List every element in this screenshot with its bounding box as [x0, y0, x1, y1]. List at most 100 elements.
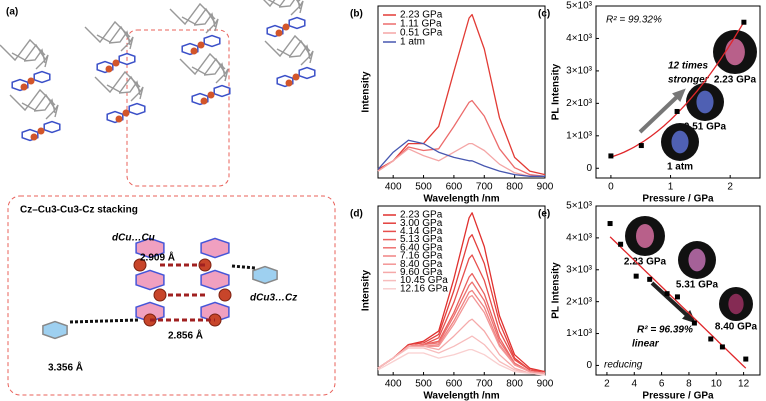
data-point [618, 241, 624, 247]
x-tick-label: 700 [476, 379, 493, 390]
x-tick-label: 500 [415, 182, 432, 193]
data-point [674, 108, 680, 114]
y-axis-label: Intensity [361, 71, 372, 113]
y-axis-label: Intensity [361, 270, 372, 312]
x-tick-label: 600 [446, 182, 463, 193]
data-point [638, 143, 644, 149]
ring [298, 66, 316, 80]
legend-label: 10.45 GPa [400, 275, 448, 286]
data-point [608, 153, 614, 159]
pl-glow [636, 224, 654, 248]
legend-label: 2.23 GPa [400, 10, 443, 21]
data-point [741, 19, 747, 25]
x-tick-label: 400 [385, 379, 402, 390]
chain [300, 50, 314, 66]
y-tick-label: 2×10³ [566, 98, 593, 109]
distance-label: 2.856 Å [168, 329, 203, 342]
ring [118, 52, 136, 66]
photo-label: 2.23 GPa [624, 257, 667, 268]
x-tick-label: 6 [659, 379, 665, 390]
chain [23, 48, 46, 64]
x-tick-label: 400 [385, 182, 402, 193]
cu-atom [275, 29, 283, 37]
cu-atom [30, 133, 38, 141]
chain [108, 30, 131, 46]
legend-label: 9.60 GPa [400, 267, 443, 278]
cu-atom [115, 115, 123, 123]
cu-atom [282, 23, 290, 31]
x-tick-label: 2 [727, 182, 733, 193]
cu-atom [112, 59, 120, 67]
chain [130, 86, 144, 102]
ring [288, 16, 306, 30]
contact [69, 318, 139, 324]
chain [0, 38, 46, 62]
cu-atom [122, 109, 130, 117]
cu-atom [153, 288, 167, 302]
y-tick-label: 5×10³ [566, 201, 593, 212]
ring [200, 237, 230, 259]
x-tick-label: 12 [738, 379, 750, 390]
chain [290, 0, 304, 16]
annotation: stronger [668, 75, 710, 86]
highlight-box [126, 29, 230, 187]
distance-label: dCu3…Cz [250, 293, 297, 304]
spectrum-line [377, 289, 546, 374]
y-tick-label: 1×10³ [566, 328, 593, 339]
ring [128, 102, 146, 116]
spectrum-line [377, 348, 546, 376]
cu-atom [133, 258, 147, 272]
chain [179, 52, 226, 76]
legend-label: 1.11 GPa [400, 19, 442, 30]
spectrum-line [377, 318, 545, 374]
legend-label: 4.14 GPa [400, 226, 443, 237]
ring [135, 237, 165, 259]
x-tick-label: 900 [537, 379, 554, 390]
x-axis-label: Wavelength /nm [423, 194, 499, 205]
x-tick-label: 800 [506, 182, 523, 193]
x-tick-label: 4 [631, 379, 637, 390]
chain [94, 70, 141, 94]
pl-glow [725, 38, 745, 66]
x-axis-label: Pressure / GPa [642, 194, 714, 205]
x-axis-label: Wavelength /nm [423, 391, 499, 401]
cu-atom [27, 77, 35, 85]
chain [193, 12, 216, 28]
x-tick-label: 600 [446, 379, 463, 390]
x-tick-label: 800 [506, 379, 523, 390]
chain [215, 68, 229, 84]
cu-atom [20, 83, 28, 91]
trend-arrow [638, 92, 682, 134]
chain [169, 2, 216, 26]
y-tick-label: 2×10³ [566, 296, 593, 307]
plot-frame [377, 205, 546, 376]
spectrum-line [377, 335, 546, 376]
pl-glow [696, 90, 714, 114]
data-point [647, 276, 653, 282]
ring [252, 265, 278, 285]
plot-frame [595, 5, 761, 179]
spectrum-line [377, 234, 546, 373]
chain [203, 62, 226, 78]
plot-frame [595, 205, 761, 376]
ring [200, 269, 230, 291]
trend-arrow [650, 281, 692, 320]
legend-label: 8.40 GPa [400, 259, 443, 270]
cu-atom [190, 47, 198, 55]
distance-label: dCu…Cu [112, 233, 155, 244]
y-tick-label: 3×10³ [566, 66, 593, 77]
pl-glow [728, 293, 744, 315]
legend-label: 7.16 GPa [400, 251, 443, 262]
y-tick-label: 0 [586, 360, 592, 371]
y-tick-label: 1×10³ [566, 130, 593, 141]
distance-label: 2.909 Å [140, 251, 175, 264]
data-point [607, 221, 613, 227]
cu-atom [218, 288, 232, 302]
photo-label: 8.40 GPa [715, 322, 758, 333]
x-axis-label: Pressure / GPa [642, 391, 714, 401]
cu-atom [197, 41, 205, 49]
spectrum-line [377, 13, 546, 176]
cu-atom [285, 79, 293, 87]
contact [231, 264, 256, 270]
chain [288, 44, 311, 60]
